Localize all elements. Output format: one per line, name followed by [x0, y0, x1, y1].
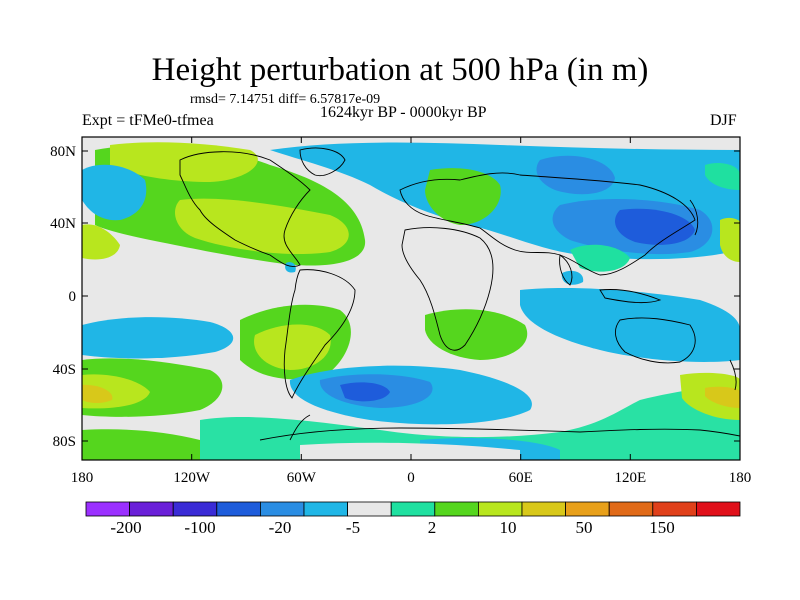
coastlines — [179, 147, 740, 441]
colorbar-swatch — [303, 501, 348, 517]
lon-tick-label: 120E — [614, 470, 646, 486]
coast-greenland — [299, 147, 346, 177]
epac-negative — [82, 164, 147, 221]
lon-tick-label: 180 — [729, 470, 752, 486]
south-atlantic-negative-core — [340, 382, 390, 402]
sh-south-america-core — [254, 324, 331, 370]
lat-tick-label: 80S — [53, 434, 76, 450]
colorbar-label: -5 — [346, 518, 360, 537]
coast-south-america — [283, 269, 356, 399]
colorbar-swatch — [652, 501, 697, 517]
coast-indonesia — [599, 289, 662, 304]
colorbar-swatch — [434, 501, 479, 517]
coast-new-zealand — [729, 359, 737, 391]
colorbar-label: 10 — [500, 518, 517, 537]
lon-tick-label: 0 — [407, 470, 415, 486]
antarctica-neutral — [300, 442, 520, 460]
coast-antarctic-peninsula — [289, 414, 311, 441]
siberia-negative-core — [536, 155, 615, 195]
colorbar-swatch — [347, 501, 392, 517]
lon-tick-label: 60W — [287, 470, 317, 486]
sh-low-left-positive — [82, 429, 200, 460]
indian-small-blue — [561, 270, 584, 285]
colorbar-swatch — [85, 501, 130, 517]
coast-antarctica — [259, 427, 740, 441]
asia-positive — [570, 244, 630, 272]
colorbar-label: 50 — [576, 518, 593, 537]
coast-india — [559, 254, 573, 286]
period-label: 1624kyr BP - 0000kyr BP — [320, 104, 487, 121]
colorbar-swatch — [696, 501, 741, 517]
coast-eurasia — [399, 172, 696, 276]
sh-pacific-core2 — [82, 384, 113, 404]
sh-low-right-core2 — [705, 386, 740, 408]
lat-ticks — [82, 150, 740, 442]
lat-tick-label: 40S — [53, 362, 76, 378]
colorbar-swatch — [172, 501, 218, 517]
sh-africa-positive — [425, 309, 528, 360]
coast-australia — [614, 317, 696, 364]
season-label: DJF — [710, 112, 737, 129]
colorbar-label: -200 — [110, 518, 141, 537]
sh-pacific-negative — [82, 317, 234, 359]
lon-tick-label: 120W — [173, 470, 211, 486]
colorbar-label: -20 — [269, 518, 292, 537]
dateline-positive — [720, 217, 740, 262]
field-layer — [82, 137, 740, 460]
lon-tick-label: 60E — [509, 470, 533, 486]
lon-tick-label: 180 — [71, 470, 94, 486]
colorbar-swatch — [521, 501, 566, 517]
sh-indian-negative — [520, 288, 740, 362]
colorbar-label: 2 — [428, 518, 437, 537]
colorbar-swatch — [259, 501, 305, 517]
lat-tick-label: 80N — [50, 144, 76, 160]
colorbar-swatch — [390, 501, 436, 517]
experiment-label: Expt = tFMe0-tfmea — [82, 112, 214, 129]
lat-tick-label: 40N — [50, 216, 76, 232]
colorbar-label: 150 — [649, 518, 675, 537]
stats-line: rmsd= 7.14751 diff= 6.57817e-09 — [190, 92, 381, 107]
far-east-positive — [705, 163, 740, 190]
japan-negative-core — [615, 208, 695, 245]
plot-title: Height perturbation at 500 hPa (in m) — [151, 52, 649, 88]
colorbar-swatch — [216, 501, 261, 517]
coast-north-america — [179, 151, 311, 267]
colorbar-label: -100 — [184, 518, 215, 537]
nh-positive-core — [175, 198, 349, 255]
colorbar-swatch — [565, 501, 610, 517]
colorbar-swatch — [608, 501, 654, 517]
pac-left-positive — [82, 224, 120, 260]
colorbar-swatch — [477, 501, 523, 517]
lat-tick-label: 0 — [69, 289, 77, 305]
sh-low-positive — [200, 385, 740, 460]
colorbar-swatch — [129, 501, 174, 517]
atlantic-small-blue — [285, 262, 296, 273]
colorbar — [85, 501, 741, 517]
lon-ticks — [81, 137, 741, 460]
coast-japan — [689, 199, 699, 236]
europe-positive — [425, 168, 501, 225]
coast-africa — [401, 227, 494, 351]
